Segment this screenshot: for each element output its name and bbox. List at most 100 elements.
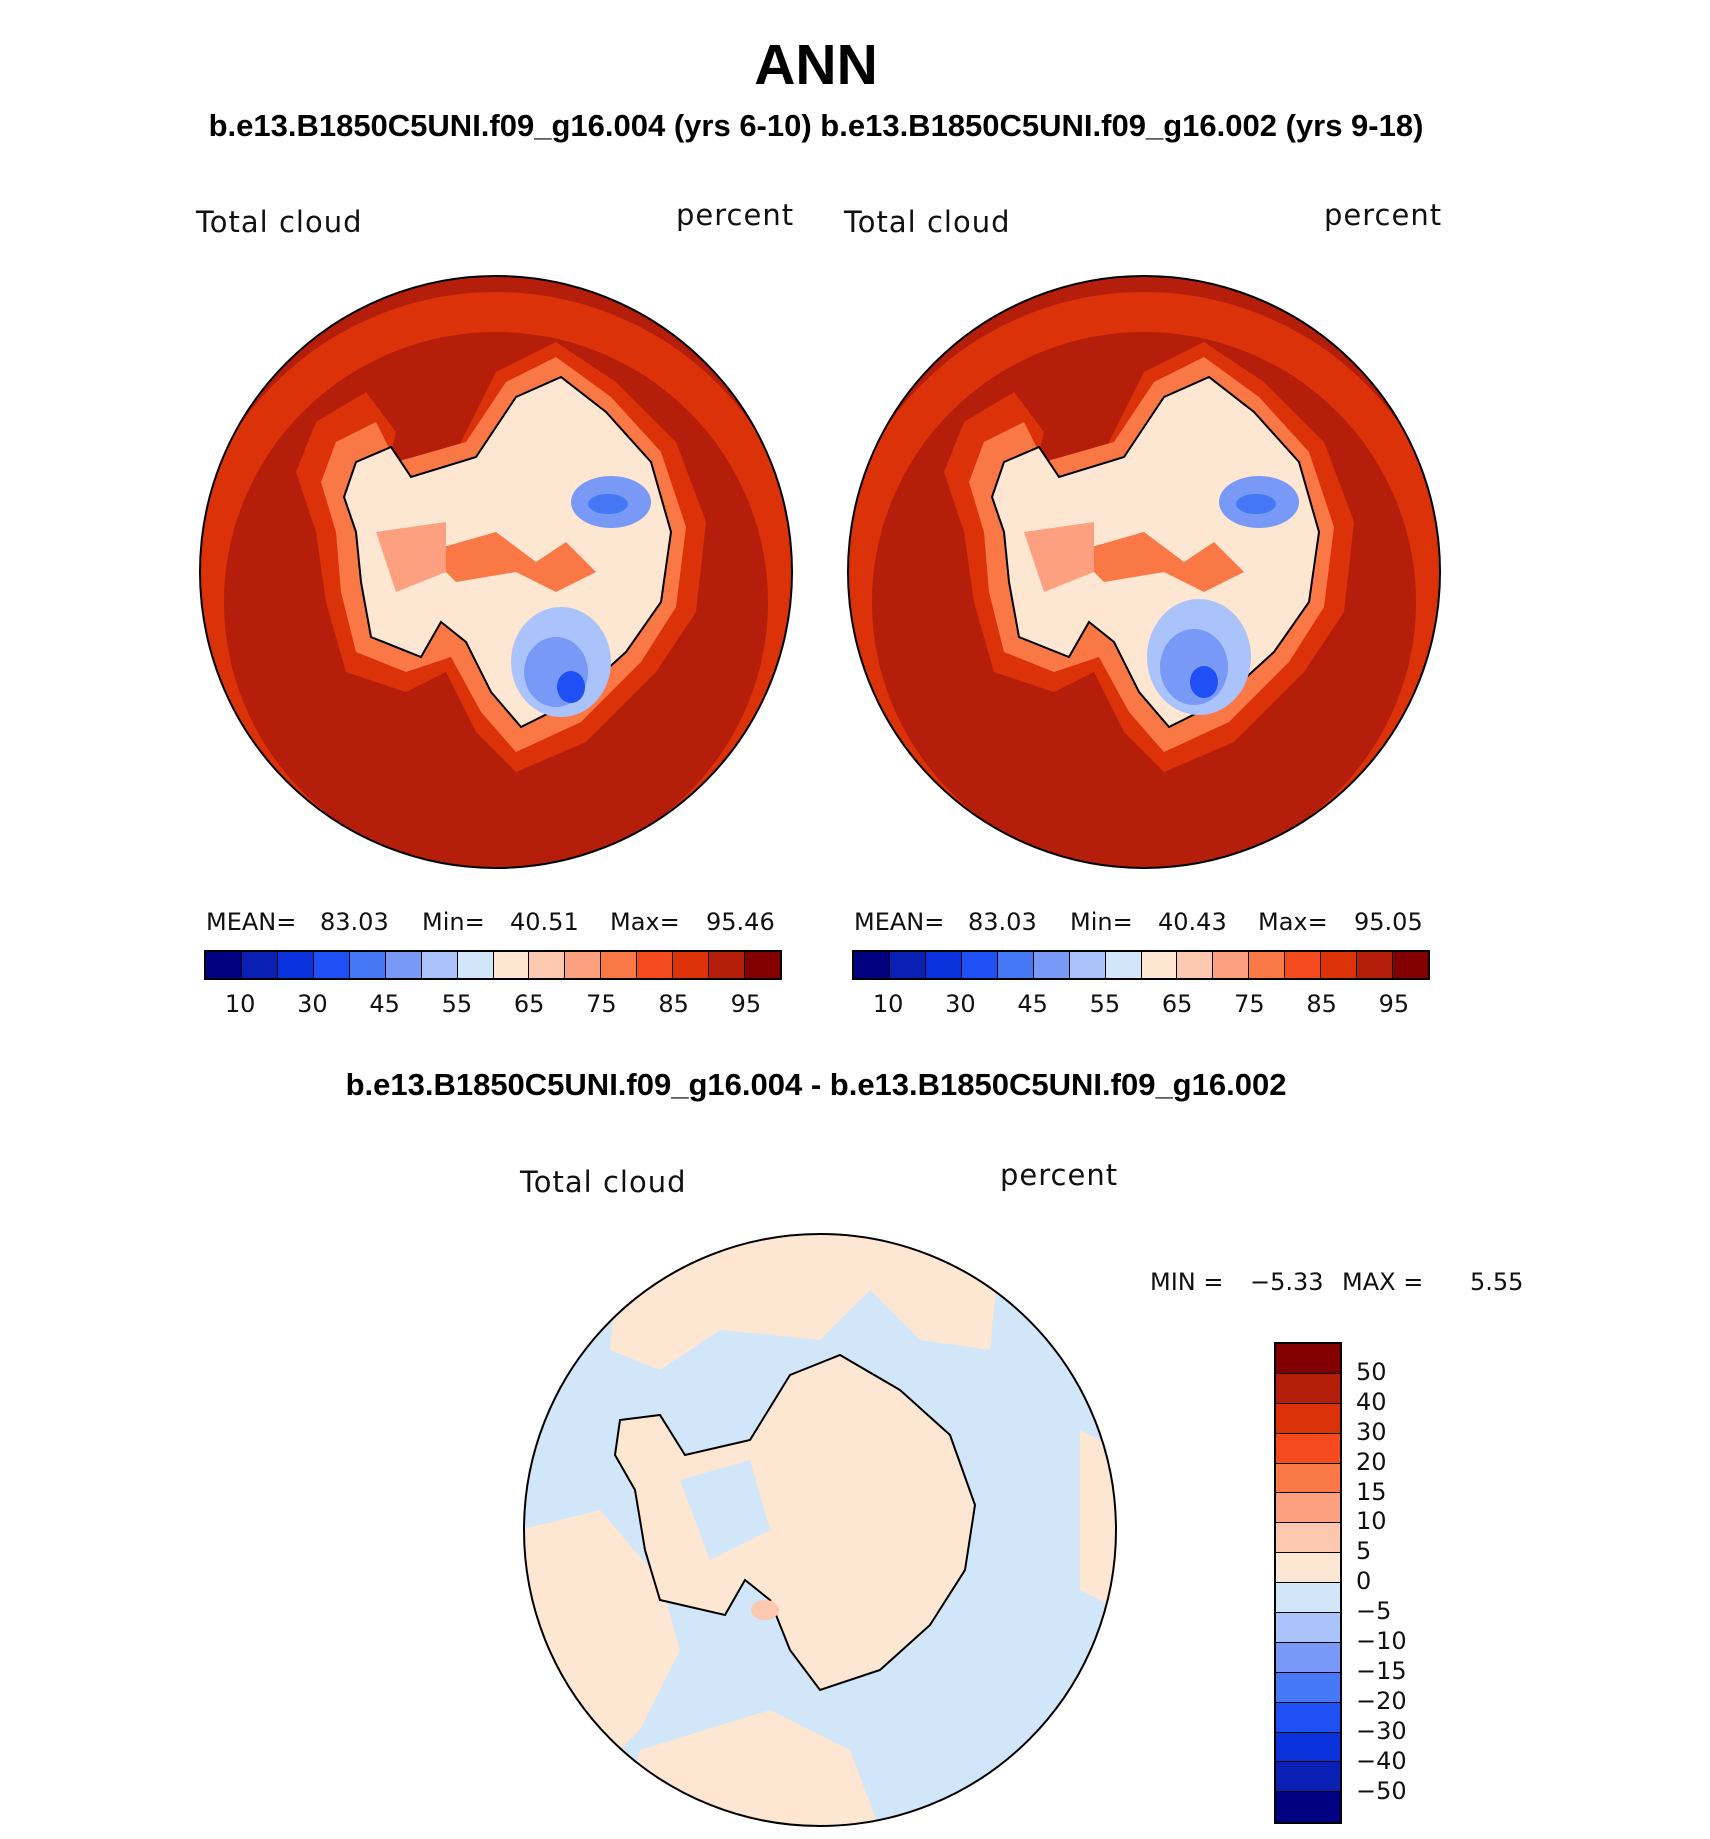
diff-region-positive-north bbox=[610, 1234, 1000, 1370]
diff-max-label: MAX = bbox=[1342, 1268, 1424, 1296]
panel1-map bbox=[199, 275, 793, 869]
colorbar-swatch bbox=[457, 952, 494, 978]
diff-map bbox=[523, 1233, 1117, 1827]
colorbar-swatch bbox=[1276, 1523, 1340, 1554]
colorbar-tick-label: 5 bbox=[1356, 1537, 1372, 1566]
diff-colorbar-ticks: 50 40 30 20 15 10 5 0 −5 −10 −15 −20 −30 −40 −50 bbox=[1356, 1342, 1436, 1822]
colorbar-swatch bbox=[349, 952, 386, 978]
panel2-variable-label: Total cloud bbox=[844, 205, 1011, 239]
colorbar-tick-label: −20 bbox=[1356, 1686, 1407, 1715]
colorbar-tick-label: 65 bbox=[1161, 990, 1193, 1018]
colorbar-swatch bbox=[1321, 952, 1358, 978]
colorbar-swatch bbox=[385, 952, 422, 978]
colorbar-swatch bbox=[313, 952, 350, 978]
colorbar-swatch bbox=[1276, 1433, 1340, 1464]
colorbar-swatch bbox=[1276, 1493, 1340, 1524]
panel1-colorbar-ticks: 10 30 45 55 65 75 85 95 bbox=[204, 990, 782, 1020]
colorbar-swatch bbox=[1276, 1583, 1340, 1614]
panel1-min-value: 40.51 bbox=[510, 908, 579, 936]
colorbar-tick-label: 85 bbox=[658, 990, 689, 1018]
panel2-map bbox=[847, 275, 1441, 869]
colorbar-swatch bbox=[889, 952, 926, 978]
colorbar-tick-label: 75 bbox=[586, 990, 617, 1018]
colorbar-tick-label: 30 bbox=[297, 990, 328, 1018]
colorbar-tick-label: −50 bbox=[1356, 1776, 1407, 1805]
panel2-max-label: Max= bbox=[1258, 908, 1328, 936]
panel2-min-label: Min= bbox=[1070, 908, 1133, 936]
colorbar-tick-label: 85 bbox=[1306, 990, 1337, 1018]
colorbar-swatch bbox=[1276, 1792, 1340, 1823]
colorbar-tick-label: 95 bbox=[730, 990, 762, 1018]
colorbar-swatch bbox=[1276, 1373, 1340, 1404]
colorbar-swatch bbox=[565, 952, 602, 978]
colorbar-tick-label: 10 bbox=[224, 990, 256, 1018]
colorbar-swatch bbox=[277, 952, 314, 978]
diff-antarctica bbox=[613, 1353, 977, 1692]
colorbar-tick-label: 15 bbox=[1356, 1477, 1387, 1506]
colorbar-tick-label: 45 bbox=[369, 990, 400, 1018]
diff-max-value: 5.55 bbox=[1470, 1268, 1524, 1296]
panel2-mean-label: MEAN= bbox=[854, 908, 945, 936]
colorbar-swatch bbox=[1033, 952, 1070, 978]
colorbar-swatch bbox=[1105, 952, 1142, 978]
colorbar-swatch bbox=[1276, 1403, 1340, 1434]
panel2-mean-value: 83.03 bbox=[968, 908, 1037, 936]
panel1-variable-label: Total cloud bbox=[196, 205, 363, 239]
colorbar-tick-label: 10 bbox=[872, 990, 904, 1018]
colorbar-swatch bbox=[1276, 1642, 1340, 1673]
colorbar-swatch bbox=[241, 952, 278, 978]
colorbar-swatch bbox=[529, 952, 566, 978]
colorbar-swatch bbox=[1276, 1553, 1340, 1584]
panel1-units-label: percent bbox=[676, 198, 795, 232]
panel2-colorbar-ticks: 10 30 45 55 65 75 85 95 bbox=[852, 990, 1430, 1020]
diff-min-label: MIN = bbox=[1150, 1268, 1224, 1296]
colorbar-tick-label: 55 bbox=[1089, 990, 1121, 1018]
colorbar-swatch bbox=[1177, 952, 1214, 978]
panel2-colorbar bbox=[852, 950, 1430, 980]
colorbar-swatch bbox=[709, 952, 746, 978]
colorbar-swatch bbox=[1276, 1732, 1340, 1763]
colorbar-swatch bbox=[421, 952, 458, 978]
panel1-max-value: 95.46 bbox=[706, 908, 775, 936]
colorbar-swatch bbox=[673, 952, 710, 978]
diff-colorbar bbox=[1274, 1342, 1342, 1825]
main-title: ANN bbox=[754, 33, 878, 97]
colorbar-tick-label: 65 bbox=[513, 990, 545, 1018]
subtitle: b.e13.B1850C5UNI.f09_g16.004 (yrs 6-10) … bbox=[208, 108, 1424, 143]
colorbar-tick-label: 40 bbox=[1356, 1387, 1387, 1416]
panel2-units-label: percent bbox=[1324, 198, 1443, 232]
colorbar-swatch bbox=[206, 952, 242, 978]
diff-min-value: −5.33 bbox=[1250, 1268, 1324, 1296]
colorbar-swatch bbox=[1276, 1672, 1340, 1703]
panel1-mean-label: MEAN= bbox=[206, 908, 297, 936]
panel2-max-value: 95.05 bbox=[1354, 908, 1423, 936]
panel1-mean-value: 83.03 bbox=[320, 908, 389, 936]
colorbar-swatch bbox=[961, 952, 998, 978]
colorbar-tick-label: 75 bbox=[1234, 990, 1265, 1018]
colorbar-swatch bbox=[1141, 952, 1178, 978]
colorbar-swatch bbox=[745, 952, 780, 978]
colorbar-tick-label: 55 bbox=[441, 990, 473, 1018]
colorbar-tick-label: −10 bbox=[1356, 1627, 1407, 1655]
colorbar-tick-label: 45 bbox=[1017, 990, 1048, 1018]
colorbar-swatch bbox=[1357, 952, 1394, 978]
colorbar-swatch bbox=[1069, 952, 1106, 978]
colorbar-tick-label: 95 bbox=[1378, 990, 1410, 1018]
colorbar-swatch bbox=[1276, 1702, 1340, 1733]
colorbar-tick-label: −30 bbox=[1356, 1716, 1407, 1745]
colorbar-tick-label: 0 bbox=[1356, 1567, 1372, 1596]
diff-units-label: percent bbox=[1000, 1158, 1119, 1192]
colorbar-swatch bbox=[1276, 1344, 1340, 1374]
colorbar-swatch bbox=[601, 952, 638, 978]
colorbar-swatch bbox=[997, 952, 1034, 978]
colorbar-swatch bbox=[1393, 952, 1428, 978]
diff-variable-label: Total cloud bbox=[520, 1165, 687, 1199]
colorbar-swatch bbox=[1276, 1762, 1340, 1793]
colorbar-tick-label: 30 bbox=[945, 990, 976, 1018]
colorbar-swatch bbox=[1276, 1613, 1340, 1643]
panel1-max-label: Max= bbox=[610, 908, 680, 936]
colorbar-tick-label: −40 bbox=[1356, 1746, 1407, 1775]
colorbar-tick-label: −15 bbox=[1356, 1656, 1407, 1685]
colorbar-tick-label: −5 bbox=[1356, 1597, 1392, 1626]
colorbar-swatch bbox=[1213, 952, 1250, 978]
